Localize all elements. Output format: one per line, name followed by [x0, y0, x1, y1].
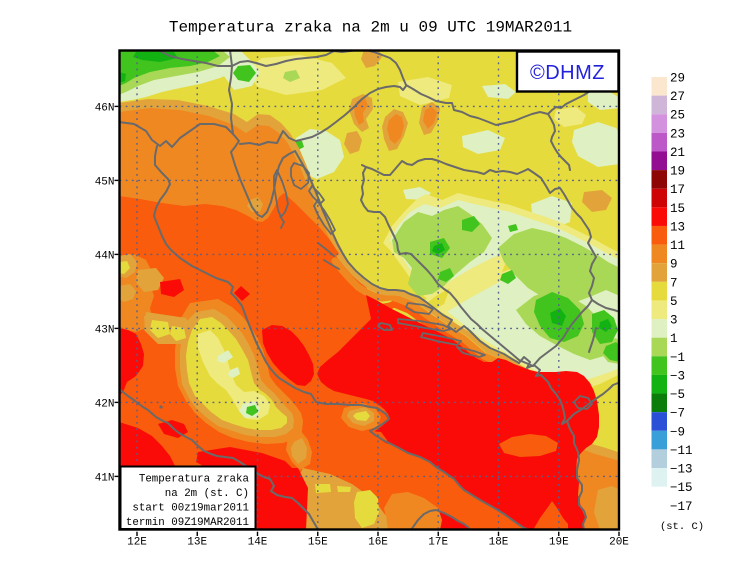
svg-text:14E: 14E: [248, 537, 268, 549]
svg-text:−17: −17: [670, 500, 693, 514]
svg-text:11: 11: [670, 239, 685, 253]
svg-text:42N: 42N: [95, 399, 115, 411]
svg-text:23: 23: [670, 127, 685, 141]
svg-text:43N: 43N: [95, 325, 115, 337]
svg-text:−3: −3: [670, 369, 685, 383]
svg-text:termin 09Z19MAR2011: termin 09Z19MAR2011: [126, 517, 249, 529]
svg-text:16E: 16E: [368, 537, 388, 549]
svg-text:13: 13: [670, 221, 685, 235]
svg-text:9: 9: [670, 258, 678, 272]
svg-text:19E: 19E: [549, 537, 569, 549]
svg-text:na 2m (st. C): na 2m (st. C): [165, 488, 249, 500]
svg-text:−13: −13: [670, 463, 693, 477]
svg-text:−9: −9: [670, 425, 685, 439]
svg-text:41N: 41N: [95, 473, 115, 485]
svg-text:7: 7: [670, 276, 678, 290]
svg-text:20E: 20E: [609, 537, 629, 549]
svg-text:29: 29: [670, 72, 685, 86]
svg-text:5: 5: [670, 295, 678, 309]
svg-text:46N: 46N: [95, 103, 115, 115]
svg-text:44N: 44N: [95, 251, 115, 263]
svg-text:1: 1: [670, 332, 678, 346]
svg-text:Temperatura zraka na 2m u 09 U: Temperatura zraka na 2m u 09 UTC 19MAR20…: [169, 19, 572, 37]
svg-text:45N: 45N: [95, 177, 115, 189]
svg-text:−11: −11: [670, 444, 693, 458]
svg-text:12E: 12E: [127, 537, 147, 549]
svg-text:18E: 18E: [489, 537, 509, 549]
svg-text:17: 17: [670, 183, 685, 197]
svg-text:−15: −15: [670, 481, 693, 495]
svg-text:15: 15: [670, 202, 685, 216]
svg-text:13E: 13E: [187, 537, 207, 549]
svg-text:Temperatura zraka: Temperatura zraka: [139, 474, 250, 486]
svg-text:21: 21: [670, 146, 685, 160]
svg-text:start 00z19mar2011: start 00z19mar2011: [132, 503, 249, 515]
svg-text:19: 19: [670, 165, 685, 179]
svg-text:−7: −7: [670, 407, 685, 421]
svg-text:25: 25: [670, 109, 685, 123]
svg-text:3: 3: [670, 314, 678, 328]
svg-text:27: 27: [670, 90, 685, 104]
svg-text:15E: 15E: [308, 537, 328, 549]
svg-text:−5: −5: [670, 388, 685, 402]
svg-text:©DHMZ: ©DHMZ: [530, 62, 605, 84]
svg-text:(st. C): (st. C): [660, 521, 704, 533]
svg-text:−1: −1: [670, 351, 685, 365]
svg-text:17E: 17E: [428, 537, 448, 549]
